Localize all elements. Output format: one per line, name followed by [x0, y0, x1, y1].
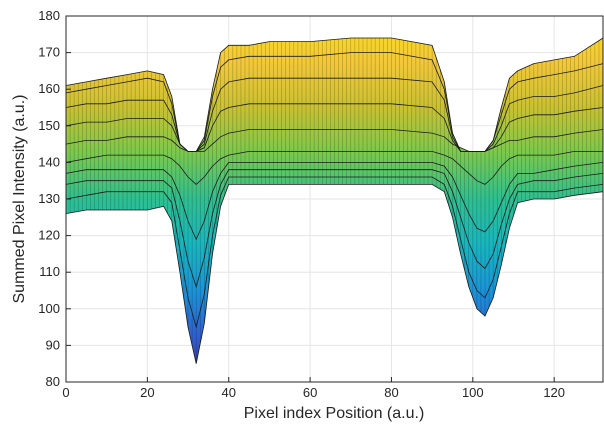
x-tick-label: 0	[62, 385, 69, 400]
surface-band	[66, 52, 603, 152]
y-tick-label: 160	[38, 81, 60, 96]
surface-line	[65, 150, 603, 185]
surface-band	[66, 103, 603, 152]
y-tick-label: 150	[38, 118, 60, 133]
surface-line	[65, 161, 604, 241]
surface-line	[65, 183, 604, 364]
surface-line	[65, 77, 604, 152]
y-tick-label: 130	[38, 191, 60, 206]
y-tick-label: 140	[38, 154, 60, 169]
y-tick-label: 110	[39, 264, 60, 279]
y-tick-label: 170	[38, 45, 60, 60]
y-tick-label: 120	[38, 228, 60, 243]
surface-bands	[66, 38, 603, 364]
y-tick-label: 100	[38, 301, 60, 316]
surface-band	[66, 129, 603, 185]
surface-contour-lines	[65, 37, 604, 364]
surface-line	[65, 52, 604, 152]
y-tick-label: 80	[46, 374, 60, 389]
y-axis-ticks: 80 90 100 110 120 130 140 150 160 170 180	[38, 8, 71, 389]
surface-line	[65, 129, 604, 152]
x-tick-label: 20	[140, 385, 154, 400]
x-axis-title: Pixel index Position (a.u.)	[244, 405, 425, 422]
surface-line	[65, 169, 604, 289]
x-tick-label: 60	[303, 385, 317, 400]
y-axis-title: Summed Pixel Intensity (a.u.)	[11, 95, 28, 304]
x-tick-label: 40	[221, 385, 235, 400]
surface-band	[66, 169, 603, 328]
x-tick-label: 120	[543, 385, 565, 400]
x-tick-label: 80	[384, 385, 398, 400]
surface-band	[66, 162, 603, 287]
surface-band	[66, 177, 603, 364]
surface-line	[65, 176, 604, 329]
y-tick-label: 180	[38, 8, 60, 23]
surface-band	[66, 78, 603, 152]
x-tick-label: 100	[462, 385, 484, 400]
surface-mesh-stripes	[65, 37, 604, 364]
plot-area	[65, 15, 604, 383]
surface-line	[65, 37, 604, 152]
surface-line	[65, 103, 604, 152]
y-tick-label: 90	[46, 337, 60, 352]
x-axis-ticks: 0 20 40 60 80 100 120	[62, 377, 565, 400]
